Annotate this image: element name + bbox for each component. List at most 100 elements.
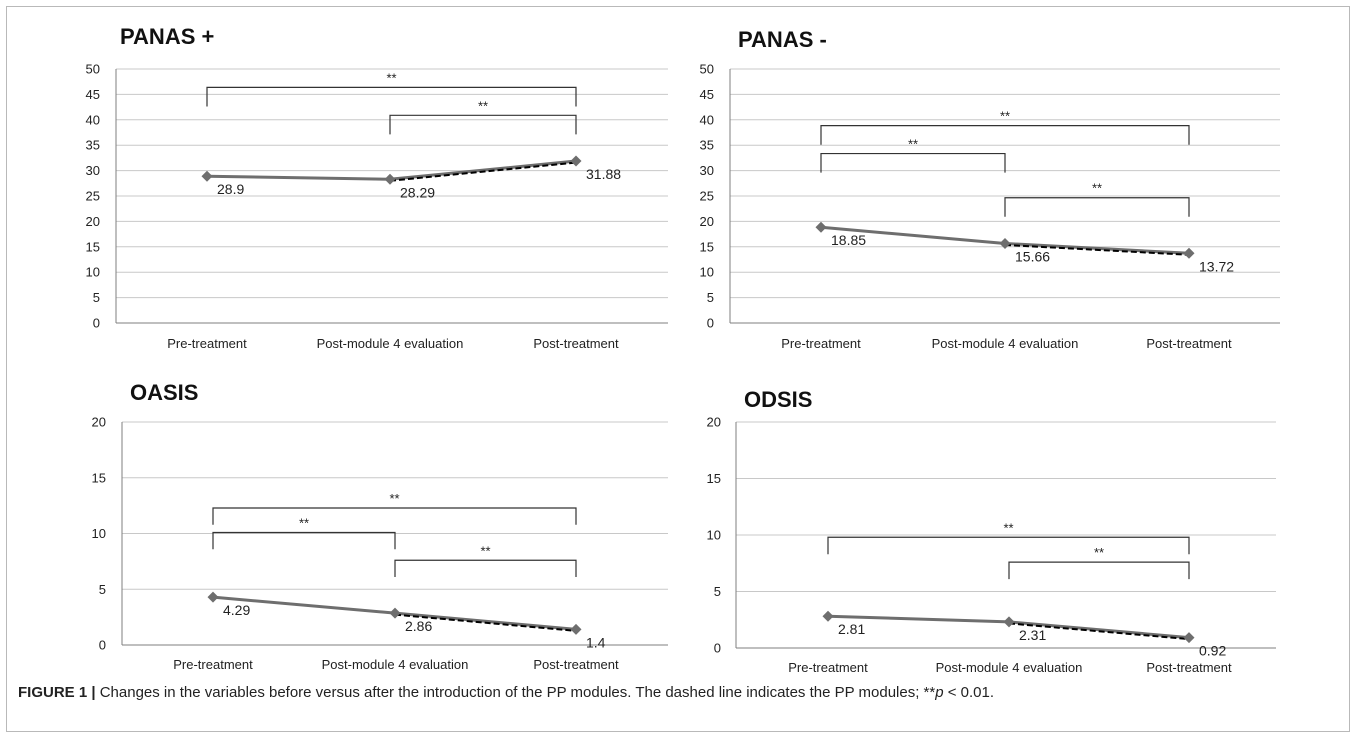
- y-tick-label: 10: [86, 265, 100, 280]
- y-tick-label: 35: [700, 138, 714, 153]
- x-tick-label: Pre-treatment: [781, 336, 861, 351]
- significance-bracket: [206, 86, 577, 107]
- data-label: 2.86: [405, 618, 432, 634]
- significance-bracket: [212, 531, 396, 550]
- y-tick-label: 15: [86, 239, 100, 254]
- y-tick-label: 0: [99, 638, 106, 653]
- significance-bracket: [212, 507, 577, 525]
- chart-panel-1: PANAS + 0 5 10 15 20 25 30 35 40 45 50 Pre-treatment…: [86, 24, 668, 351]
- y-tick-label: 0: [707, 316, 714, 331]
- x-tick-label: Post-treatment: [1146, 336, 1232, 351]
- significance-bracket: [820, 125, 1190, 145]
- significance-label: **: [1092, 181, 1102, 196]
- pp-module-dashed-line: [394, 613, 577, 632]
- y-tick-label: 25: [700, 189, 714, 204]
- data-point-marker: [999, 237, 1011, 249]
- significance-label: **: [1003, 520, 1013, 535]
- chart-title: PANAS +: [120, 24, 214, 49]
- caption-text: Changes in the variables before versus a…: [95, 684, 936, 701]
- data-point-marker: [570, 623, 582, 635]
- significance-bracket: [1004, 197, 1190, 217]
- x-tick-label: Pre-treatment: [788, 660, 868, 675]
- data-point-marker: [207, 591, 219, 603]
- significance-bracket: [394, 559, 577, 577]
- data-label: 2.31: [1019, 627, 1046, 643]
- x-tick-label: Pre-treatment: [173, 657, 253, 672]
- significance-bracket: [820, 152, 1006, 173]
- data-label: 15.66: [1015, 248, 1050, 264]
- data-point-marker: [815, 221, 827, 233]
- chart-panel-3: OASIS 0 5 10 15 20 Pre-treatment Post-module 4 …: [92, 380, 668, 672]
- significance-label: **: [389, 491, 399, 506]
- x-tick-label: Post-module 4 evaluation: [936, 660, 1083, 675]
- y-tick-label: 20: [86, 214, 100, 229]
- chart-panel-4: ODSIS 0 5 10 15 20 Pre-treatment Post-module 4 …: [707, 387, 1276, 675]
- y-tick-label: 15: [707, 471, 721, 486]
- data-label: 2.81: [838, 621, 865, 637]
- y-tick-label: 20: [700, 214, 714, 229]
- data-label: 0.92: [1199, 643, 1226, 659]
- chart-title: PANAS -: [738, 27, 827, 52]
- data-point-marker: [1183, 632, 1195, 644]
- y-tick-label: 5: [99, 582, 106, 597]
- y-tick-label: 45: [86, 87, 100, 102]
- significance-label: **: [478, 98, 488, 113]
- chart-panel-2: PANAS - 0 5 10 15 20 25 30 35 40 45 50 Pre-treatment…: [700, 27, 1280, 351]
- x-tick-label: Post-treatment: [1146, 660, 1232, 675]
- caption-lead: FIGURE 1 |: [18, 684, 96, 701]
- data-label: 18.85: [831, 232, 866, 248]
- x-tick-label: Post-module 4 evaluation: [322, 657, 469, 672]
- x-tick-label: Post-treatment: [533, 657, 619, 672]
- y-tick-label: 40: [86, 112, 100, 127]
- chart-title: ODSIS: [744, 387, 812, 412]
- data-point-marker: [1003, 616, 1015, 628]
- significance-label: **: [908, 137, 918, 152]
- y-tick-label: 30: [86, 163, 100, 178]
- y-tick-label: 5: [93, 290, 100, 305]
- significance-label: **: [1094, 545, 1104, 560]
- data-label: 28.29: [400, 184, 435, 200]
- y-tick-label: 35: [86, 138, 100, 153]
- data-point-marker: [570, 155, 582, 167]
- x-tick-label: Post-treatment: [533, 336, 619, 351]
- caption-tail: < 0.01.: [943, 684, 995, 701]
- y-tick-label: 40: [700, 112, 714, 127]
- pp-module-dashed-line: [1004, 243, 1190, 256]
- data-label: 13.72: [1199, 258, 1234, 274]
- data-point-marker: [389, 607, 401, 619]
- x-tick-label: Post-module 4 evaluation: [317, 336, 464, 351]
- significance-bracket: [1008, 561, 1190, 580]
- data-point-marker: [201, 170, 213, 182]
- data-label: 28.9: [217, 181, 244, 197]
- y-tick-label: 20: [92, 415, 106, 430]
- significance-label: **: [299, 515, 309, 530]
- significance-label: **: [480, 543, 490, 558]
- data-label: 4.29: [223, 602, 250, 618]
- y-tick-label: 10: [700, 265, 714, 280]
- data-point-marker: [1183, 247, 1195, 259]
- figure-caption: FIGURE 1 | Changes in the variables befo…: [18, 684, 1338, 701]
- y-tick-label: 15: [700, 239, 714, 254]
- data-label: 31.88: [586, 166, 621, 182]
- y-tick-label: 0: [714, 641, 721, 656]
- data-point-marker: [384, 173, 396, 185]
- y-tick-label: 5: [714, 584, 721, 599]
- data-point-marker: [822, 610, 834, 622]
- x-tick-label: Post-module 4 evaluation: [932, 336, 1079, 351]
- significance-label: **: [1000, 109, 1010, 124]
- y-tick-label: 10: [707, 528, 721, 543]
- y-tick-label: 0: [93, 316, 100, 331]
- pp-module-dashed-line: [1008, 622, 1190, 641]
- significance-bracket: [389, 114, 577, 135]
- y-tick-label: 50: [700, 62, 714, 77]
- y-tick-label: 20: [707, 415, 721, 430]
- significance-label: **: [386, 70, 396, 85]
- y-tick-label: 30: [700, 163, 714, 178]
- y-tick-label: 10: [92, 526, 106, 541]
- y-tick-label: 5: [707, 290, 714, 305]
- y-tick-label: 45: [700, 87, 714, 102]
- y-tick-label: 25: [86, 189, 100, 204]
- caption-p-symbol: p: [935, 684, 944, 701]
- chart-title: OASIS: [130, 380, 198, 405]
